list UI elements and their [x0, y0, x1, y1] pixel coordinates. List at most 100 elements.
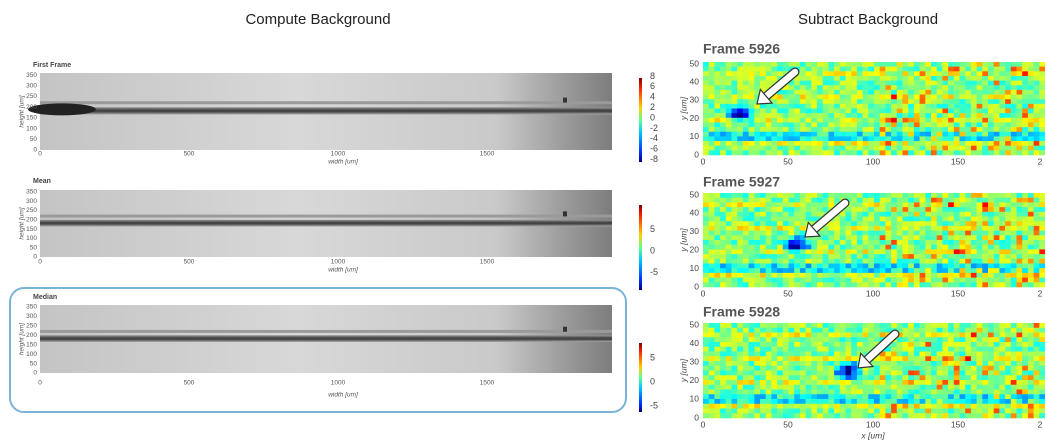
heatmap-cell	[783, 193, 789, 198]
heatmap-cell	[1017, 347, 1023, 352]
heatmap-cell	[823, 337, 829, 342]
heatmap-cell	[954, 212, 960, 217]
heatmap-cell	[766, 202, 772, 207]
heatmap-cell	[857, 113, 863, 118]
heatmap-cell	[817, 380, 823, 385]
heatmap-cell	[777, 122, 783, 127]
heatmap-cell	[977, 371, 983, 376]
heatmap-cell	[783, 146, 789, 151]
heatmap-cell	[931, 352, 937, 357]
heatmap-cell	[834, 109, 840, 114]
heatmap-cell	[840, 118, 846, 123]
heatmap-cell	[971, 212, 977, 217]
heatmap-cell	[994, 254, 1000, 259]
heatmap-cell	[720, 217, 726, 222]
heatmap-cell	[914, 113, 920, 118]
heatmap-cell	[942, 71, 948, 76]
heatmap-cell	[1028, 221, 1034, 226]
heatmap-cell	[732, 342, 738, 347]
heatmap-cell	[766, 413, 772, 418]
heatmap-cell	[903, 221, 909, 226]
heatmap-cell	[1017, 231, 1023, 236]
heatmap-cell	[794, 366, 800, 371]
heatmap-cell	[789, 109, 795, 114]
heatmap-cell	[1028, 99, 1034, 104]
heatmap-cell	[1022, 136, 1028, 141]
heatmap-cell	[880, 371, 886, 376]
x-tick-label: 1000	[331, 380, 346, 387]
heatmap-cell	[760, 259, 766, 264]
heatmap-cell	[783, 122, 789, 127]
heatmap-cell	[703, 207, 709, 212]
heatmap-cell	[754, 245, 760, 250]
heatmap-cell	[789, 212, 795, 217]
heatmap-cell	[891, 150, 897, 155]
heatmap-cell	[880, 81, 886, 86]
heatmap-cell	[846, 76, 852, 81]
heatmap-cell	[840, 323, 846, 328]
heatmap-cell	[880, 385, 886, 390]
heatmap-cell	[703, 333, 709, 338]
heatmap-cell	[811, 76, 817, 81]
heatmap-cell	[783, 337, 789, 342]
heatmap-cell	[994, 226, 1000, 231]
heatmap-cell	[977, 273, 983, 278]
heatmap-cell	[1022, 347, 1028, 352]
heatmap-cell	[942, 113, 948, 118]
heatmap-cell	[834, 141, 840, 146]
heatmap-cell	[754, 198, 760, 203]
heatmap-cell	[925, 278, 931, 283]
heatmap-cell	[977, 240, 983, 245]
heatmap-cell	[874, 404, 880, 409]
heatmap-cell	[874, 323, 880, 328]
heatmap-cell	[982, 71, 988, 76]
heatmap-cell	[999, 413, 1005, 418]
heatmap-cell	[1039, 85, 1045, 90]
heatmap-cell	[783, 245, 789, 250]
heatmap-cell	[1022, 413, 1028, 418]
heatmap-cell	[754, 413, 760, 418]
heatmap-cell	[1028, 259, 1034, 264]
heatmap-cell	[760, 104, 766, 109]
heatmap-cell	[851, 409, 857, 414]
heatmap-cell	[925, 361, 931, 366]
heatmap-cell	[789, 95, 795, 100]
heatmap-cell	[840, 235, 846, 240]
y-tick-label: 350	[26, 72, 37, 79]
heatmap-cell	[982, 273, 988, 278]
heatmap-cell	[1034, 337, 1040, 342]
heatmap-cell	[1039, 226, 1045, 231]
heatmap-cell	[732, 132, 738, 137]
heatmap-cell	[999, 404, 1005, 409]
heatmap-cell	[1034, 150, 1040, 155]
heatmap-cell	[994, 99, 1000, 104]
heatmap-cell	[1034, 268, 1040, 273]
heatmap-cell	[703, 62, 709, 67]
heatmap-cell	[908, 118, 914, 123]
heatmap-cell	[994, 132, 1000, 137]
heatmap-cell	[868, 104, 874, 109]
heatmap-cell	[766, 150, 772, 155]
heatmap-cell	[920, 231, 926, 236]
heatmap-cell	[771, 394, 777, 399]
heatmap-cell	[971, 240, 977, 245]
heatmap-cell	[868, 245, 874, 250]
heatmap-cell	[737, 342, 743, 347]
heatmap-cell	[714, 245, 720, 250]
heatmap-cell	[732, 150, 738, 155]
heatmap-cell	[714, 323, 720, 328]
heatmap-cell	[709, 371, 715, 376]
heatmap-cell	[1028, 85, 1034, 90]
heatmap-cell	[999, 118, 1005, 123]
heatmap-cell	[840, 109, 846, 114]
heatmap-cell	[863, 217, 869, 222]
heatmap-cell	[971, 81, 977, 86]
heatmap-cell	[954, 390, 960, 395]
heatmap-cell	[851, 273, 857, 278]
heatmap-cell	[806, 193, 812, 198]
heatmap-cell	[937, 268, 943, 273]
heatmap-cell	[817, 390, 823, 395]
heatmap-cell	[811, 342, 817, 347]
heatmap-cell	[1022, 409, 1028, 414]
heatmap-cell	[749, 254, 755, 259]
